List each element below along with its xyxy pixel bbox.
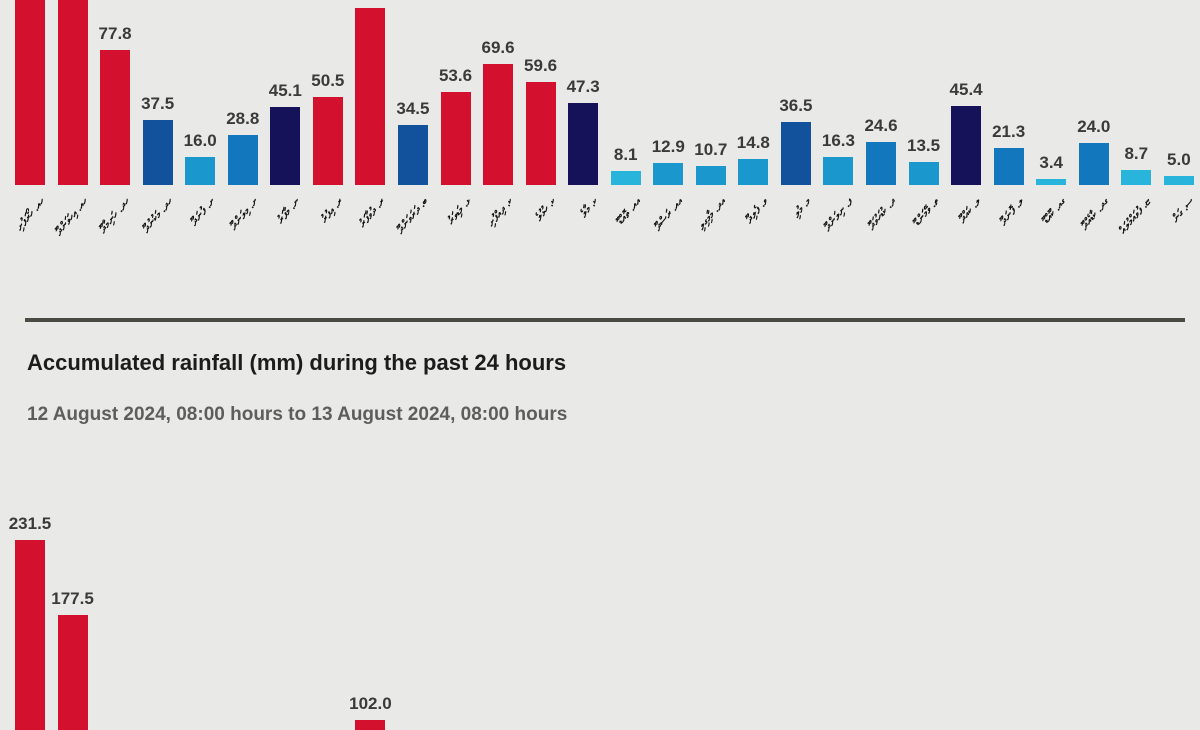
bar-value-label: 77.8: [98, 24, 132, 43]
bar-value-label: 8.7: [1124, 144, 1149, 163]
rainfall-bar: [568, 103, 599, 185]
rainfall-bar: [951, 106, 982, 185]
bar-value-label: 69.6: [481, 38, 515, 57]
rainfall-bar: [653, 163, 684, 185]
bar-value-label: 36.5: [779, 96, 813, 115]
bar-value-label: 21.3: [992, 122, 1026, 141]
bar-value-label: 34.5: [396, 99, 430, 118]
rainfall-bar: [270, 107, 301, 185]
bar-value-label: 37.5: [141, 94, 175, 113]
rainfall-bar: [15, 0, 45, 185]
bar-value-label: 50.5: [311, 71, 345, 90]
bar-value-label: 3.4: [1039, 153, 1063, 172]
rainfall-bar: [1163, 176, 1194, 185]
bar-value-label: 77.8: [83, 728, 147, 730]
rainfall-bar: [15, 540, 45, 730]
rainfall-bar: [866, 142, 896, 185]
rainfall-bar: [483, 64, 514, 185]
rainfall-bar: [185, 157, 216, 185]
rainfall-bar: [355, 720, 386, 730]
bar-value-label: 47.3: [566, 77, 600, 96]
rainfall-bar: [397, 125, 428, 185]
rainfall-bar: [57, 0, 88, 185]
rainfall-bar: [525, 82, 556, 185]
bar-value-label: 14.8: [736, 133, 770, 152]
rainfall-bar: [610, 171, 641, 185]
bar-value-label: 24.6: [864, 116, 898, 135]
bar-value-label: 16.3: [821, 131, 855, 150]
bar-value-label: 12.9: [651, 137, 685, 156]
rainfall-bar: [355, 8, 386, 185]
bar-value-label: 231.5: [8, 514, 52, 533]
section-divider: [25, 318, 1185, 322]
rainfall-bar: [738, 159, 769, 185]
bar-value-label: 13.5: [907, 136, 941, 155]
bar-value-label: 5.0: [1167, 150, 1191, 169]
bar-value-label: 8.1: [613, 145, 638, 164]
rainfall-bar: [142, 120, 173, 185]
rainfall-bar: [908, 162, 939, 185]
rainfall-bar: [1078, 143, 1109, 185]
rainfall-bar: [993, 148, 1024, 185]
bar-value-label: 28.8: [226, 109, 260, 128]
rainfall-bar: [780, 122, 811, 185]
rainfall-bar: [100, 50, 131, 185]
rainfall-bar: [57, 615, 88, 730]
bar-value-label: 53.6: [438, 66, 473, 85]
rainfall-bar: [227, 135, 258, 185]
bar-value-label: 10.7: [694, 140, 728, 159]
bar-value-label: 45.4: [949, 80, 983, 99]
bar-value-label: 59.6: [524, 56, 558, 75]
bar-value-label: 24.0: [1077, 117, 1111, 136]
chart-title: Accumulated rainfall (mm) during the pas…: [27, 350, 567, 375]
chart-subtitle: 12 August 2024, 08:00 hours to 13 August…: [27, 404, 568, 425]
rainfall-bar: [1036, 179, 1067, 185]
rainfall-bar: [312, 97, 343, 185]
bar-value-label: 177.5: [51, 589, 94, 608]
bar-value-label: 45.1: [268, 81, 302, 100]
rainfall-bar: [823, 157, 854, 185]
rainfall-bar: [1121, 170, 1152, 185]
bar-value-label: 102.0: [349, 694, 392, 713]
rainfall-bar: [695, 166, 726, 185]
bar-value-label: 16.0: [183, 131, 217, 150]
rainfall-bar: [440, 92, 471, 185]
